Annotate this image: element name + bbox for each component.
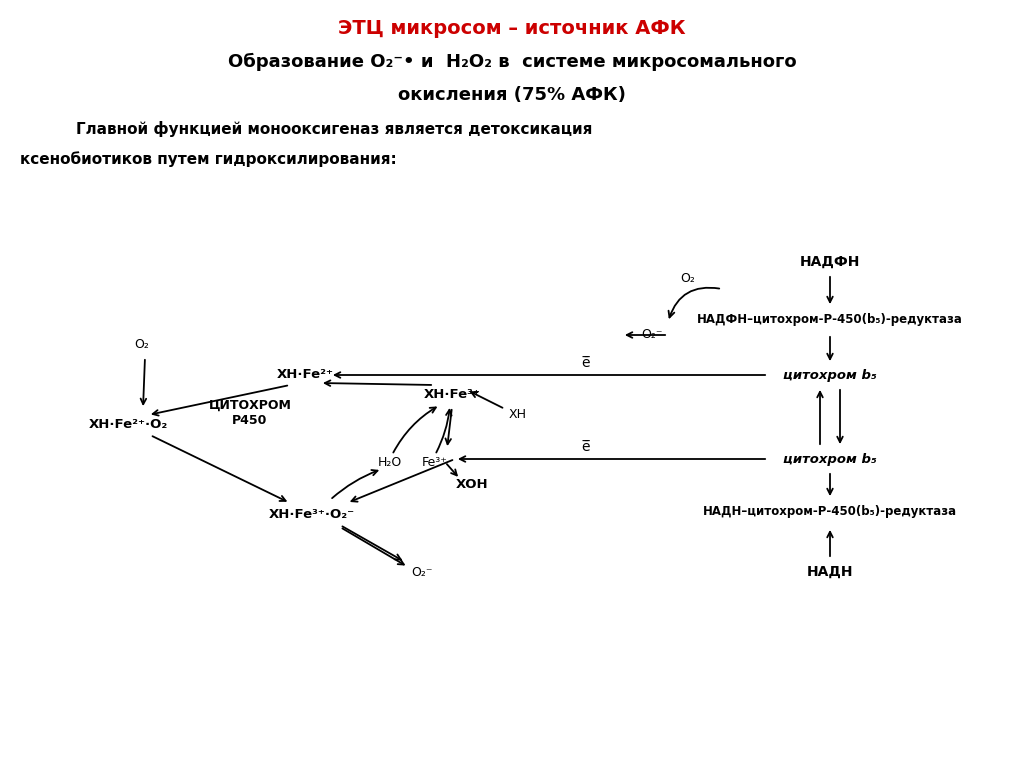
Text: XH·Fe³⁺: XH·Fe³⁺ bbox=[424, 389, 480, 401]
Text: цитохром b₅: цитохром b₅ bbox=[783, 453, 877, 466]
Text: ЭТЦ микросом – источник АФК: ЭТЦ микросом – источник АФК bbox=[338, 19, 686, 38]
FancyArrowPatch shape bbox=[669, 288, 719, 318]
Text: XH·Fe²⁺·O₂: XH·Fe²⁺·O₂ bbox=[88, 419, 168, 432]
Text: окисления (75% АФК): окисления (75% АФК) bbox=[398, 86, 626, 104]
Text: НАДФН: НАДФН bbox=[800, 255, 860, 269]
Text: ē̅: ē̅ bbox=[581, 356, 589, 370]
Text: Главной функцией монооксигеназ является детоксикация: Главной функцией монооксигеназ является … bbox=[55, 121, 592, 137]
Text: Образование O₂⁻• и  H₂O₂ в  системе микросомального: Образование O₂⁻• и H₂O₂ в системе микрос… bbox=[227, 53, 797, 71]
Text: ē̅: ē̅ bbox=[581, 440, 589, 454]
Text: O₂: O₂ bbox=[681, 272, 695, 285]
Text: XH: XH bbox=[509, 409, 527, 422]
Text: Fe³⁺: Fe³⁺ bbox=[422, 456, 447, 469]
Text: ЦИТОХРОМ: ЦИТОХРОМ bbox=[209, 399, 292, 412]
Text: НАДН: НАДН bbox=[807, 565, 853, 579]
Text: ксенобиотиков путем гидроксилирования:: ксенобиотиков путем гидроксилирования: bbox=[20, 151, 396, 167]
Text: O₂: O₂ bbox=[134, 338, 150, 351]
Text: XОН: XОН bbox=[456, 479, 488, 492]
Text: НАДФН–цитохром-Р-450(b₅)-редуктаза: НАДФН–цитохром-Р-450(b₅)-редуктаза bbox=[697, 314, 963, 327]
Text: XH·Fe³⁺·O₂⁻: XH·Fe³⁺·O₂⁻ bbox=[269, 509, 355, 522]
Text: O₂⁻: O₂⁻ bbox=[641, 328, 663, 341]
Text: Р450: Р450 bbox=[232, 413, 267, 426]
Text: цитохром b₅: цитохром b₅ bbox=[783, 368, 877, 381]
Text: H₂O: H₂O bbox=[378, 456, 402, 469]
Text: XH·Fe²⁺: XH·Fe²⁺ bbox=[276, 368, 334, 381]
Text: НАДН–цитохром-Р-450(b₅)-редуктаза: НАДН–цитохром-Р-450(b₅)-редуктаза bbox=[702, 505, 957, 518]
Text: O₂⁻: O₂⁻ bbox=[412, 565, 433, 578]
